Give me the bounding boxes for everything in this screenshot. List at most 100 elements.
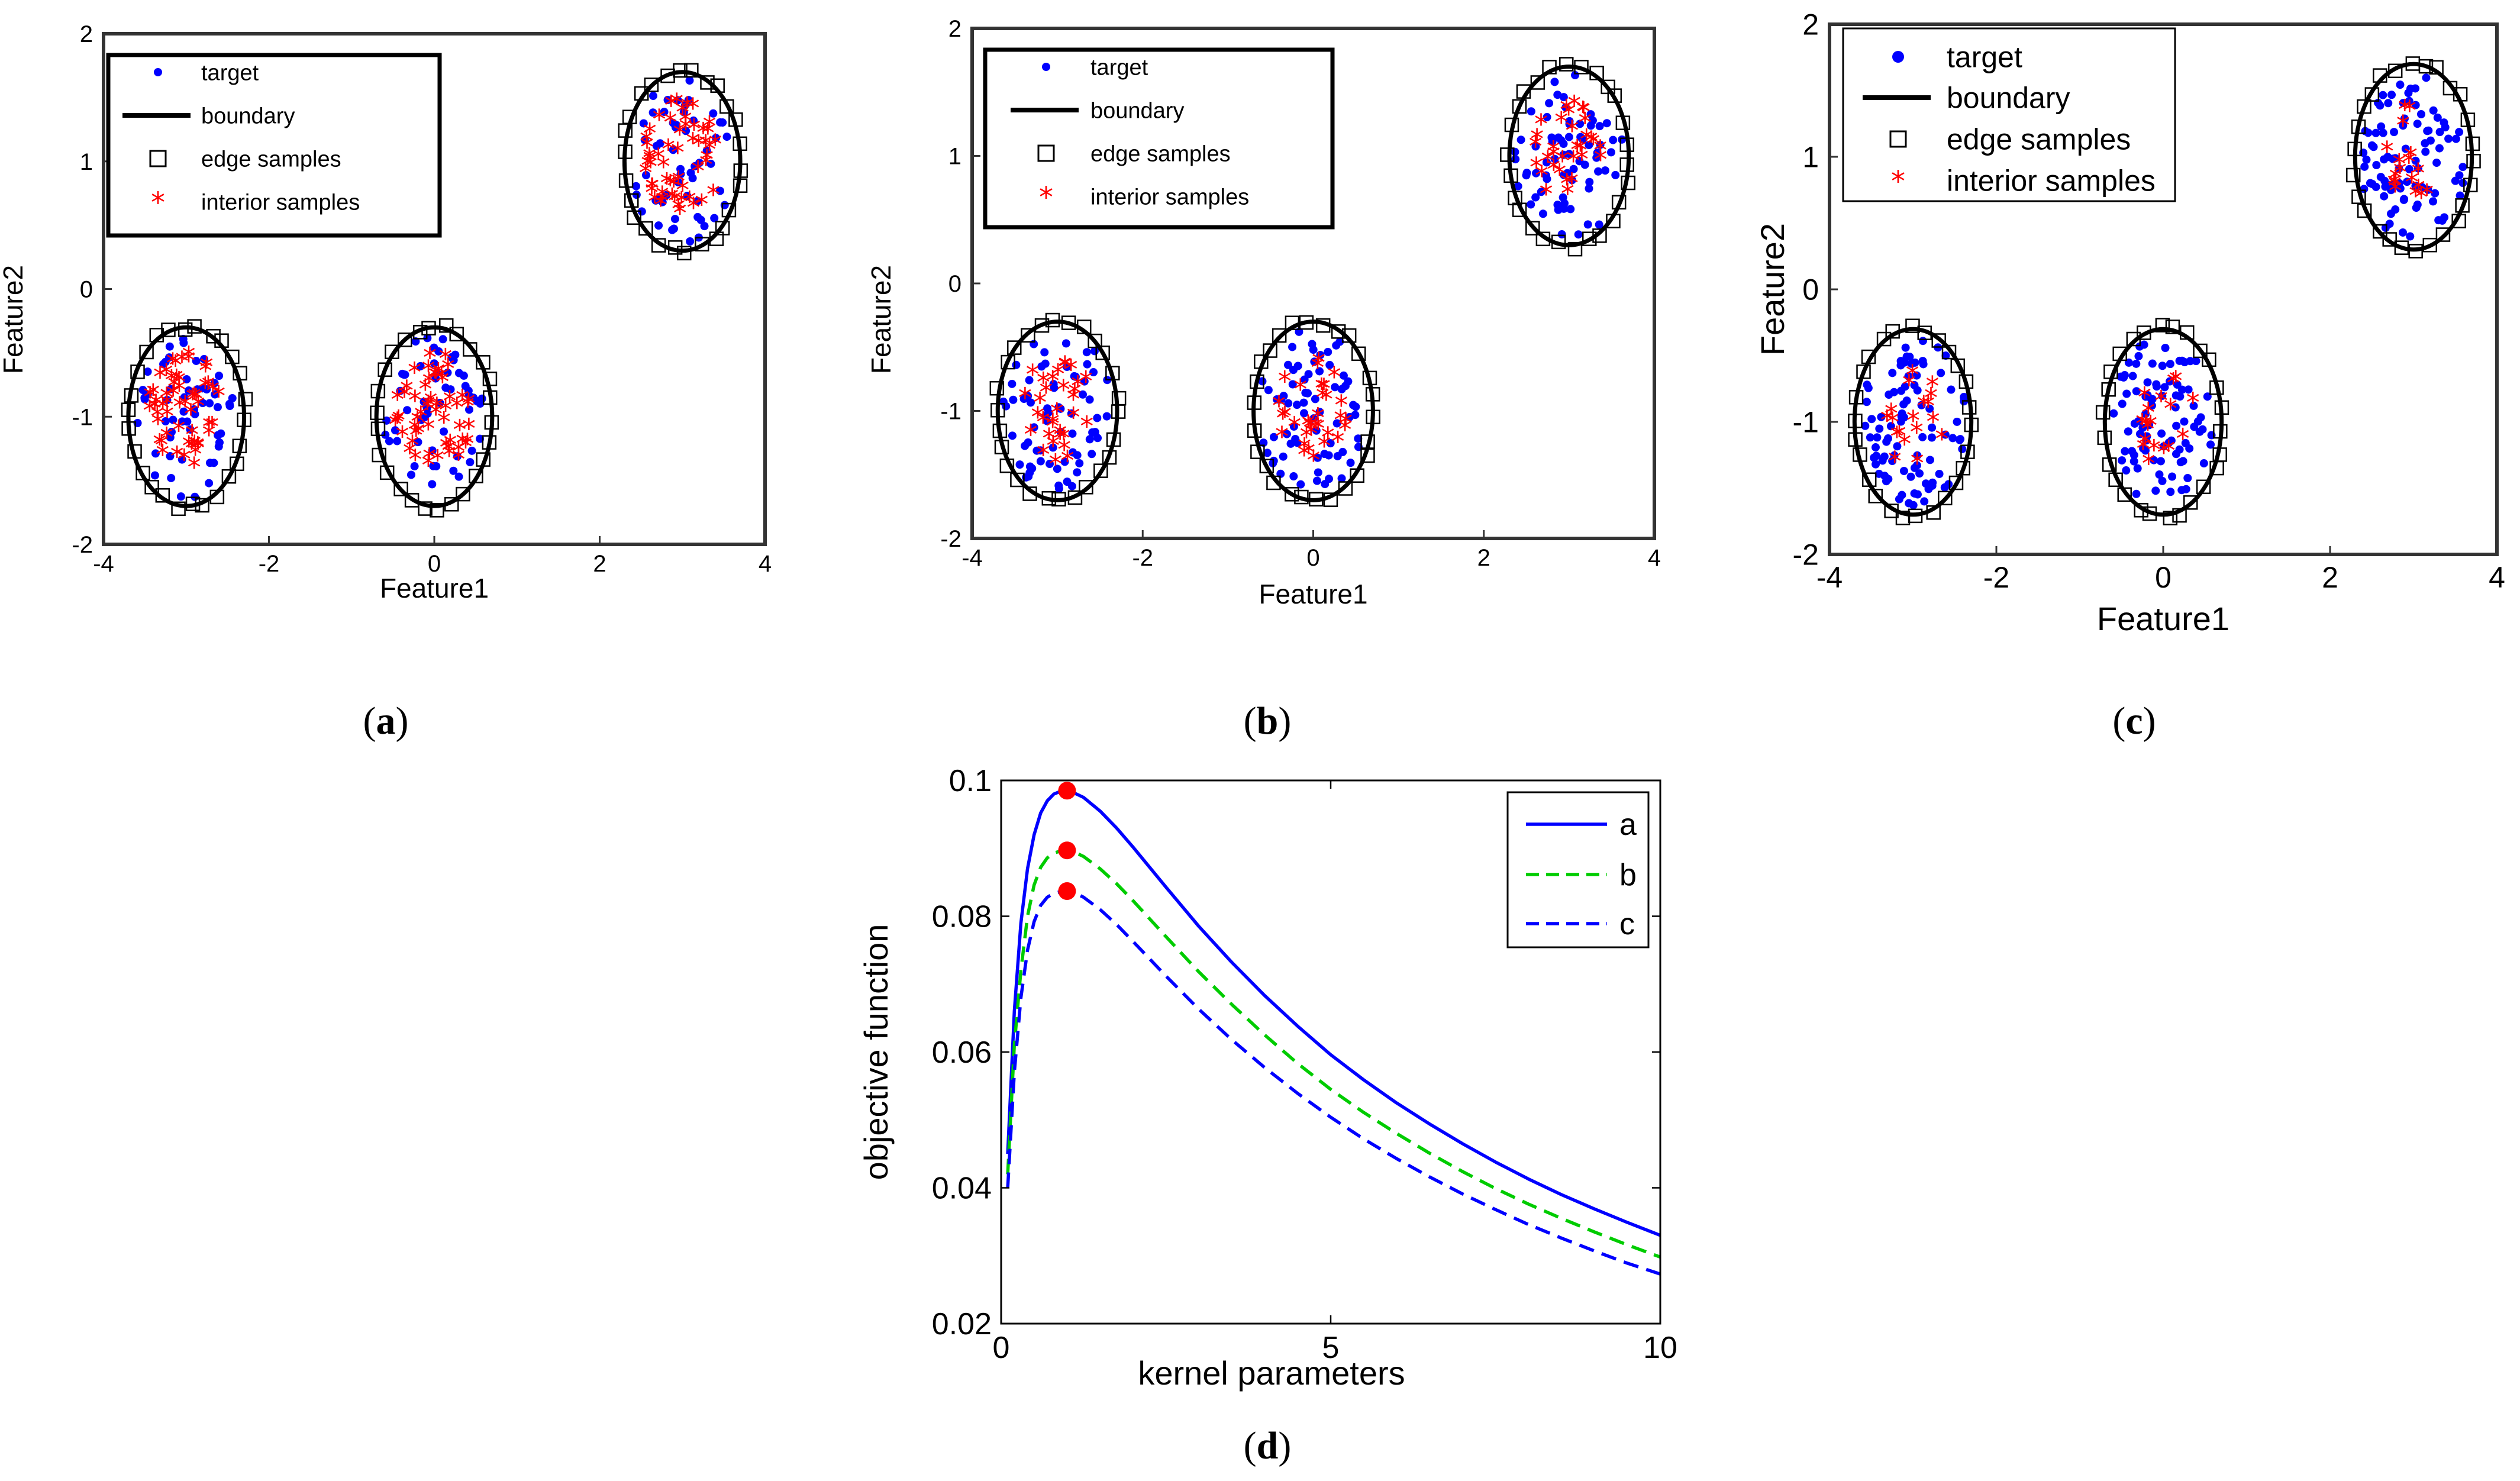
target-point	[2161, 343, 2170, 352]
target-point	[166, 452, 175, 461]
target-point	[693, 196, 702, 205]
interior-sample: *	[431, 357, 445, 389]
edge-sample	[233, 366, 247, 381]
target-point	[398, 369, 406, 378]
interior-sample: *	[1315, 373, 1328, 405]
target-point	[1048, 443, 1057, 452]
interior-sample: *	[169, 350, 182, 382]
target-point	[1601, 166, 1609, 175]
target-point	[2422, 73, 2431, 82]
interior-sample: *	[1921, 391, 1935, 422]
legend-label: target	[1090, 55, 1148, 80]
target-point	[1056, 404, 1065, 413]
target-point	[2171, 450, 2180, 459]
target-point	[1024, 438, 1032, 447]
edge-sample	[2172, 508, 2187, 523]
x-tick-label: -4	[961, 545, 983, 571]
interior-sample: *	[443, 440, 456, 472]
edge-sample	[1512, 99, 1527, 114]
target-point	[2413, 164, 2422, 173]
interior-sample: *	[706, 179, 720, 211]
interior-sample: *	[1556, 145, 1569, 177]
target-point	[674, 178, 683, 187]
legend-box	[983, 47, 1335, 230]
target-point	[1867, 415, 1876, 424]
target-point	[1531, 193, 1540, 202]
edge-sample	[2209, 460, 2224, 476]
interior-sample: *	[1046, 365, 1060, 397]
interior-sample: *	[1553, 158, 1566, 190]
edge-sample	[2357, 203, 2372, 218]
edge-samples	[2095, 318, 2229, 525]
y-tick-label: 2	[80, 21, 93, 47]
interior-sample: *	[443, 385, 457, 417]
edge-sample	[2453, 87, 2468, 102]
target-point	[1953, 417, 1961, 426]
target-point	[1046, 460, 1054, 469]
interior-sample: *	[1068, 377, 1082, 409]
edge-sample	[1574, 60, 1589, 75]
interior-sample: *	[692, 130, 705, 162]
interior-sample: *	[1064, 354, 1078, 386]
interior-sample: *	[1278, 401, 1292, 433]
interior-sample: *	[1042, 422, 1056, 454]
target-point	[1543, 112, 1551, 121]
interior-sample: *	[673, 198, 687, 230]
target-point	[385, 437, 393, 446]
edge-sample	[404, 493, 420, 508]
interior-sample: *	[1057, 374, 1070, 406]
edge-sample	[1111, 391, 1127, 406]
target-point	[1947, 385, 1956, 394]
target-point	[2184, 385, 2193, 394]
target-point	[2198, 425, 2207, 434]
edge-sample	[644, 78, 659, 92]
edge-sample	[482, 390, 498, 405]
edge-sample	[1254, 354, 1269, 369]
interior-sample: *	[2144, 409, 2157, 441]
target-point	[433, 368, 441, 377]
target-point	[1902, 396, 1911, 405]
optimum-marker	[1058, 782, 1076, 800]
target-point	[1324, 451, 1333, 460]
legend-target-marker	[1892, 51, 1904, 63]
edge-sample	[2373, 224, 2387, 239]
target-point	[2138, 423, 2147, 432]
edge-sample	[2460, 112, 2476, 127]
target-point	[1948, 434, 1957, 443]
interior-sample: *	[702, 110, 716, 142]
edge-sample	[444, 496, 459, 512]
cluster-2: * *****************	[2095, 318, 2229, 525]
target-point	[2128, 447, 2137, 456]
interior-sample: *	[1272, 390, 1286, 422]
edge-sample	[1102, 450, 1117, 465]
edge-sample	[1621, 175, 1636, 191]
target-point	[2192, 357, 2200, 366]
target-point	[2121, 447, 2129, 456]
interior-sample: *	[1311, 402, 1325, 434]
target-point	[381, 430, 390, 439]
target-point	[1548, 137, 1557, 146]
target-point	[1325, 475, 1334, 483]
edge-sample	[721, 202, 737, 218]
interior-sample: *	[695, 188, 708, 220]
target-point	[2413, 120, 2422, 128]
interior-sample: *	[1037, 366, 1050, 398]
interior-sample: *	[2138, 382, 2151, 414]
target-point	[1574, 230, 1583, 239]
target-point	[205, 399, 214, 408]
edge-sample	[135, 466, 150, 480]
target-point	[2140, 340, 2148, 349]
edge-sample	[430, 503, 444, 518]
target-point	[2173, 380, 2182, 389]
target-point	[2444, 134, 2453, 143]
interior-sample: *	[1547, 135, 1560, 167]
target-point	[1289, 472, 1298, 481]
target-point	[2421, 139, 2429, 148]
target-point	[1315, 408, 1324, 417]
target-point	[1049, 380, 1058, 389]
target-point	[198, 399, 207, 408]
target-point	[1311, 395, 1319, 404]
interior-sample: *	[2176, 422, 2190, 454]
interior-sample: *	[1303, 411, 1317, 443]
interior-sample: *	[1033, 387, 1047, 419]
